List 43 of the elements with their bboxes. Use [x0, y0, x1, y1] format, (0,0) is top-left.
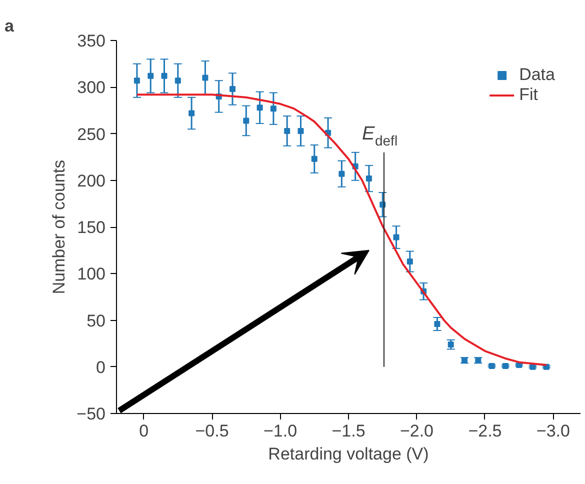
x-tick-label: 0 — [139, 422, 149, 440]
y-tick-label: −50 — [76, 404, 106, 424]
y-tick-label: 50 — [86, 311, 106, 330]
point — [284, 128, 290, 134]
legend-label: Data — [519, 65, 555, 85]
x-tick-label: −3.0 — [536, 422, 570, 440]
x-tick-label: −2.0 — [400, 422, 434, 440]
point — [434, 320, 440, 327]
y-tick-label: 250 — [77, 124, 106, 144]
point — [134, 78, 140, 84]
point — [488, 362, 495, 369]
point — [256, 104, 263, 111]
point — [530, 364, 536, 370]
point — [406, 258, 413, 265]
point — [188, 110, 195, 116]
legend-label: Fit — [519, 85, 539, 105]
chart-title: a — [4, 16, 14, 36]
point — [148, 72, 154, 79]
x-tick-label: −0.5 — [195, 422, 229, 440]
point — [366, 176, 372, 182]
point — [243, 118, 250, 124]
point — [174, 78, 181, 84]
x-axis-title: Retarding voltage (V) — [268, 444, 429, 464]
point — [338, 170, 345, 177]
point — [298, 128, 304, 134]
x-tick-label: −1.5 — [332, 422, 366, 440]
y-tick-label: 100 — [77, 264, 106, 284]
y-tick-label: 300 — [77, 78, 106, 98]
x-tick-label: −1.0 — [263, 422, 298, 440]
x-tick-label: −2.5 — [468, 422, 502, 440]
point — [161, 72, 168, 79]
point — [270, 106, 276, 112]
y-tick-label: 350 — [77, 32, 106, 50]
point — [448, 341, 454, 348]
y-tick-label: 0 — [96, 358, 106, 377]
point — [393, 234, 400, 240]
point — [502, 362, 508, 369]
y-tick-label: 200 — [77, 171, 106, 190]
point — [230, 86, 236, 92]
y-axis-title: Number of counts — [50, 160, 69, 294]
y-tick-label: 150 — [77, 218, 106, 237]
point — [202, 74, 208, 81]
point — [311, 156, 318, 162]
